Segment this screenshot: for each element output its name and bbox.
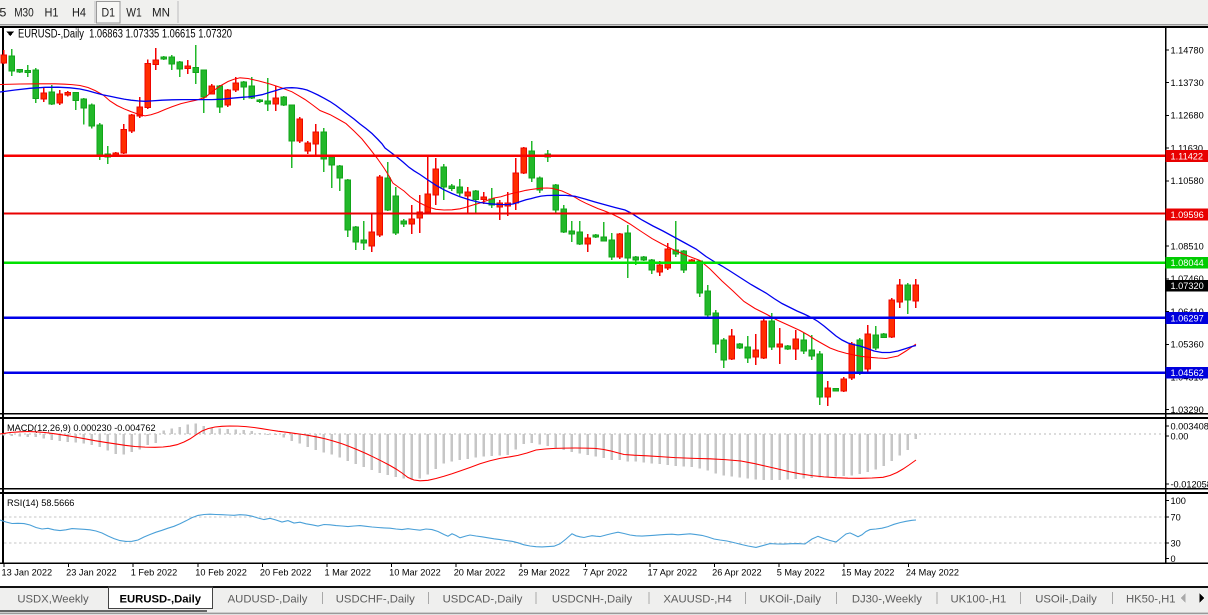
svg-text:USDX,Weekly: USDX,Weekly (17, 594, 89, 606)
svg-text:100: 100 (1171, 496, 1186, 506)
svg-text:HK50-,H1: HK50-,H1 (1126, 594, 1176, 606)
svg-text:17 Apr 2022: 17 Apr 2022 (648, 568, 698, 578)
svg-text:DJ30-,Weekly: DJ30-,Weekly (852, 594, 922, 606)
svg-text:29 Mar 2022: 29 Mar 2022 (518, 568, 570, 578)
svg-text:W1: W1 (126, 8, 142, 20)
svg-text:1.08510: 1.08510 (1171, 242, 1204, 252)
svg-text:20 Mar 2022: 20 Mar 2022 (454, 568, 506, 578)
svg-text:USDCAD-,Daily: USDCAD-,Daily (443, 594, 523, 606)
svg-text:MN: MN (152, 8, 170, 20)
svg-text:10 Feb 2022: 10 Feb 2022 (195, 568, 247, 578)
svg-text:1 Mar 2022: 1 Mar 2022 (325, 568, 371, 578)
svg-text:0.00: 0.00 (1171, 431, 1189, 441)
svg-text:26 Apr 2022: 26 Apr 2022 (712, 568, 762, 578)
svg-text:30: 30 (1171, 538, 1181, 548)
svg-text:USOil-,Daily: USOil-,Daily (1035, 594, 1097, 606)
svg-text:USDCNH-,Daily: USDCNH-,Daily (552, 594, 633, 606)
svg-text:USDCHF-,Daily: USDCHF-,Daily (336, 594, 415, 606)
svg-text:1.08044: 1.08044 (1171, 258, 1204, 268)
svg-text:1.04562: 1.04562 (1171, 368, 1204, 378)
svg-text:10 Mar 2022: 10 Mar 2022 (389, 568, 441, 578)
svg-text:M30: M30 (14, 8, 34, 20)
svg-text:70: 70 (1171, 512, 1181, 522)
svg-text:AUDUSD-,Daily: AUDUSD-,Daily (228, 594, 308, 606)
svg-text:0.003408: 0.003408 (1171, 421, 1208, 431)
svg-text:RSI(14) 58.5666: RSI(14) 58.5666 (7, 498, 74, 508)
svg-text:20 Feb 2022: 20 Feb 2022 (260, 568, 312, 578)
svg-text:1.12680: 1.12680 (1171, 111, 1204, 121)
svg-text:1.06297: 1.06297 (1171, 313, 1204, 323)
svg-text:H4: H4 (72, 8, 87, 20)
svg-text:5: 5 (0, 8, 6, 20)
svg-text:5 May 2022: 5 May 2022 (777, 568, 825, 578)
svg-text:1.06410: 1.06410 (1171, 307, 1204, 317)
svg-text:7 Apr 2022: 7 Apr 2022 (583, 568, 627, 578)
svg-text:1.13730: 1.13730 (1171, 78, 1204, 88)
svg-text:1.07460: 1.07460 (1171, 274, 1204, 284)
svg-text:EURUSD-,Daily: EURUSD-,Daily (119, 594, 201, 606)
svg-text:UKOil-,Daily: UKOil-,Daily (760, 594, 822, 606)
svg-text:1.11630: 1.11630 (1171, 143, 1204, 153)
svg-text:D1: D1 (102, 8, 116, 20)
svg-text:UK100-,H1: UK100-,H1 (950, 594, 1006, 606)
svg-text:1.03290: 1.03290 (1171, 405, 1204, 415)
svg-text:H1: H1 (45, 8, 59, 20)
svg-text:EURUSD-,Daily 1.06863 1.07335: EURUSD-,Daily 1.06863 1.07335 1.06615 1.… (18, 29, 232, 41)
svg-text:XAUUSD-,H4: XAUUSD-,H4 (663, 594, 731, 606)
svg-text:23 Jan 2022: 23 Jan 2022 (66, 568, 117, 578)
svg-text:13 Jan 2022: 13 Jan 2022 (2, 568, 53, 578)
svg-text:1.09596: 1.09596 (1171, 210, 1204, 220)
svg-text:1.11422: 1.11422 (1171, 151, 1204, 161)
svg-text:-0.012058: -0.012058 (1171, 479, 1208, 489)
svg-text:15 May 2022: 15 May 2022 (841, 568, 894, 578)
svg-text:0: 0 (1171, 554, 1176, 564)
svg-text:MACD(12,26,9) 0.000230 -0.0047: MACD(12,26,9) 0.000230 -0.004762 (7, 423, 156, 433)
svg-text:1.07320: 1.07320 (1171, 281, 1204, 291)
svg-text:1 Feb 2022: 1 Feb 2022 (131, 568, 178, 578)
svg-text:1.05360: 1.05360 (1171, 340, 1204, 350)
svg-text:1.10580: 1.10580 (1171, 176, 1204, 186)
svg-text:24 May 2022: 24 May 2022 (906, 568, 959, 578)
svg-text:1.14780: 1.14780 (1171, 45, 1204, 55)
